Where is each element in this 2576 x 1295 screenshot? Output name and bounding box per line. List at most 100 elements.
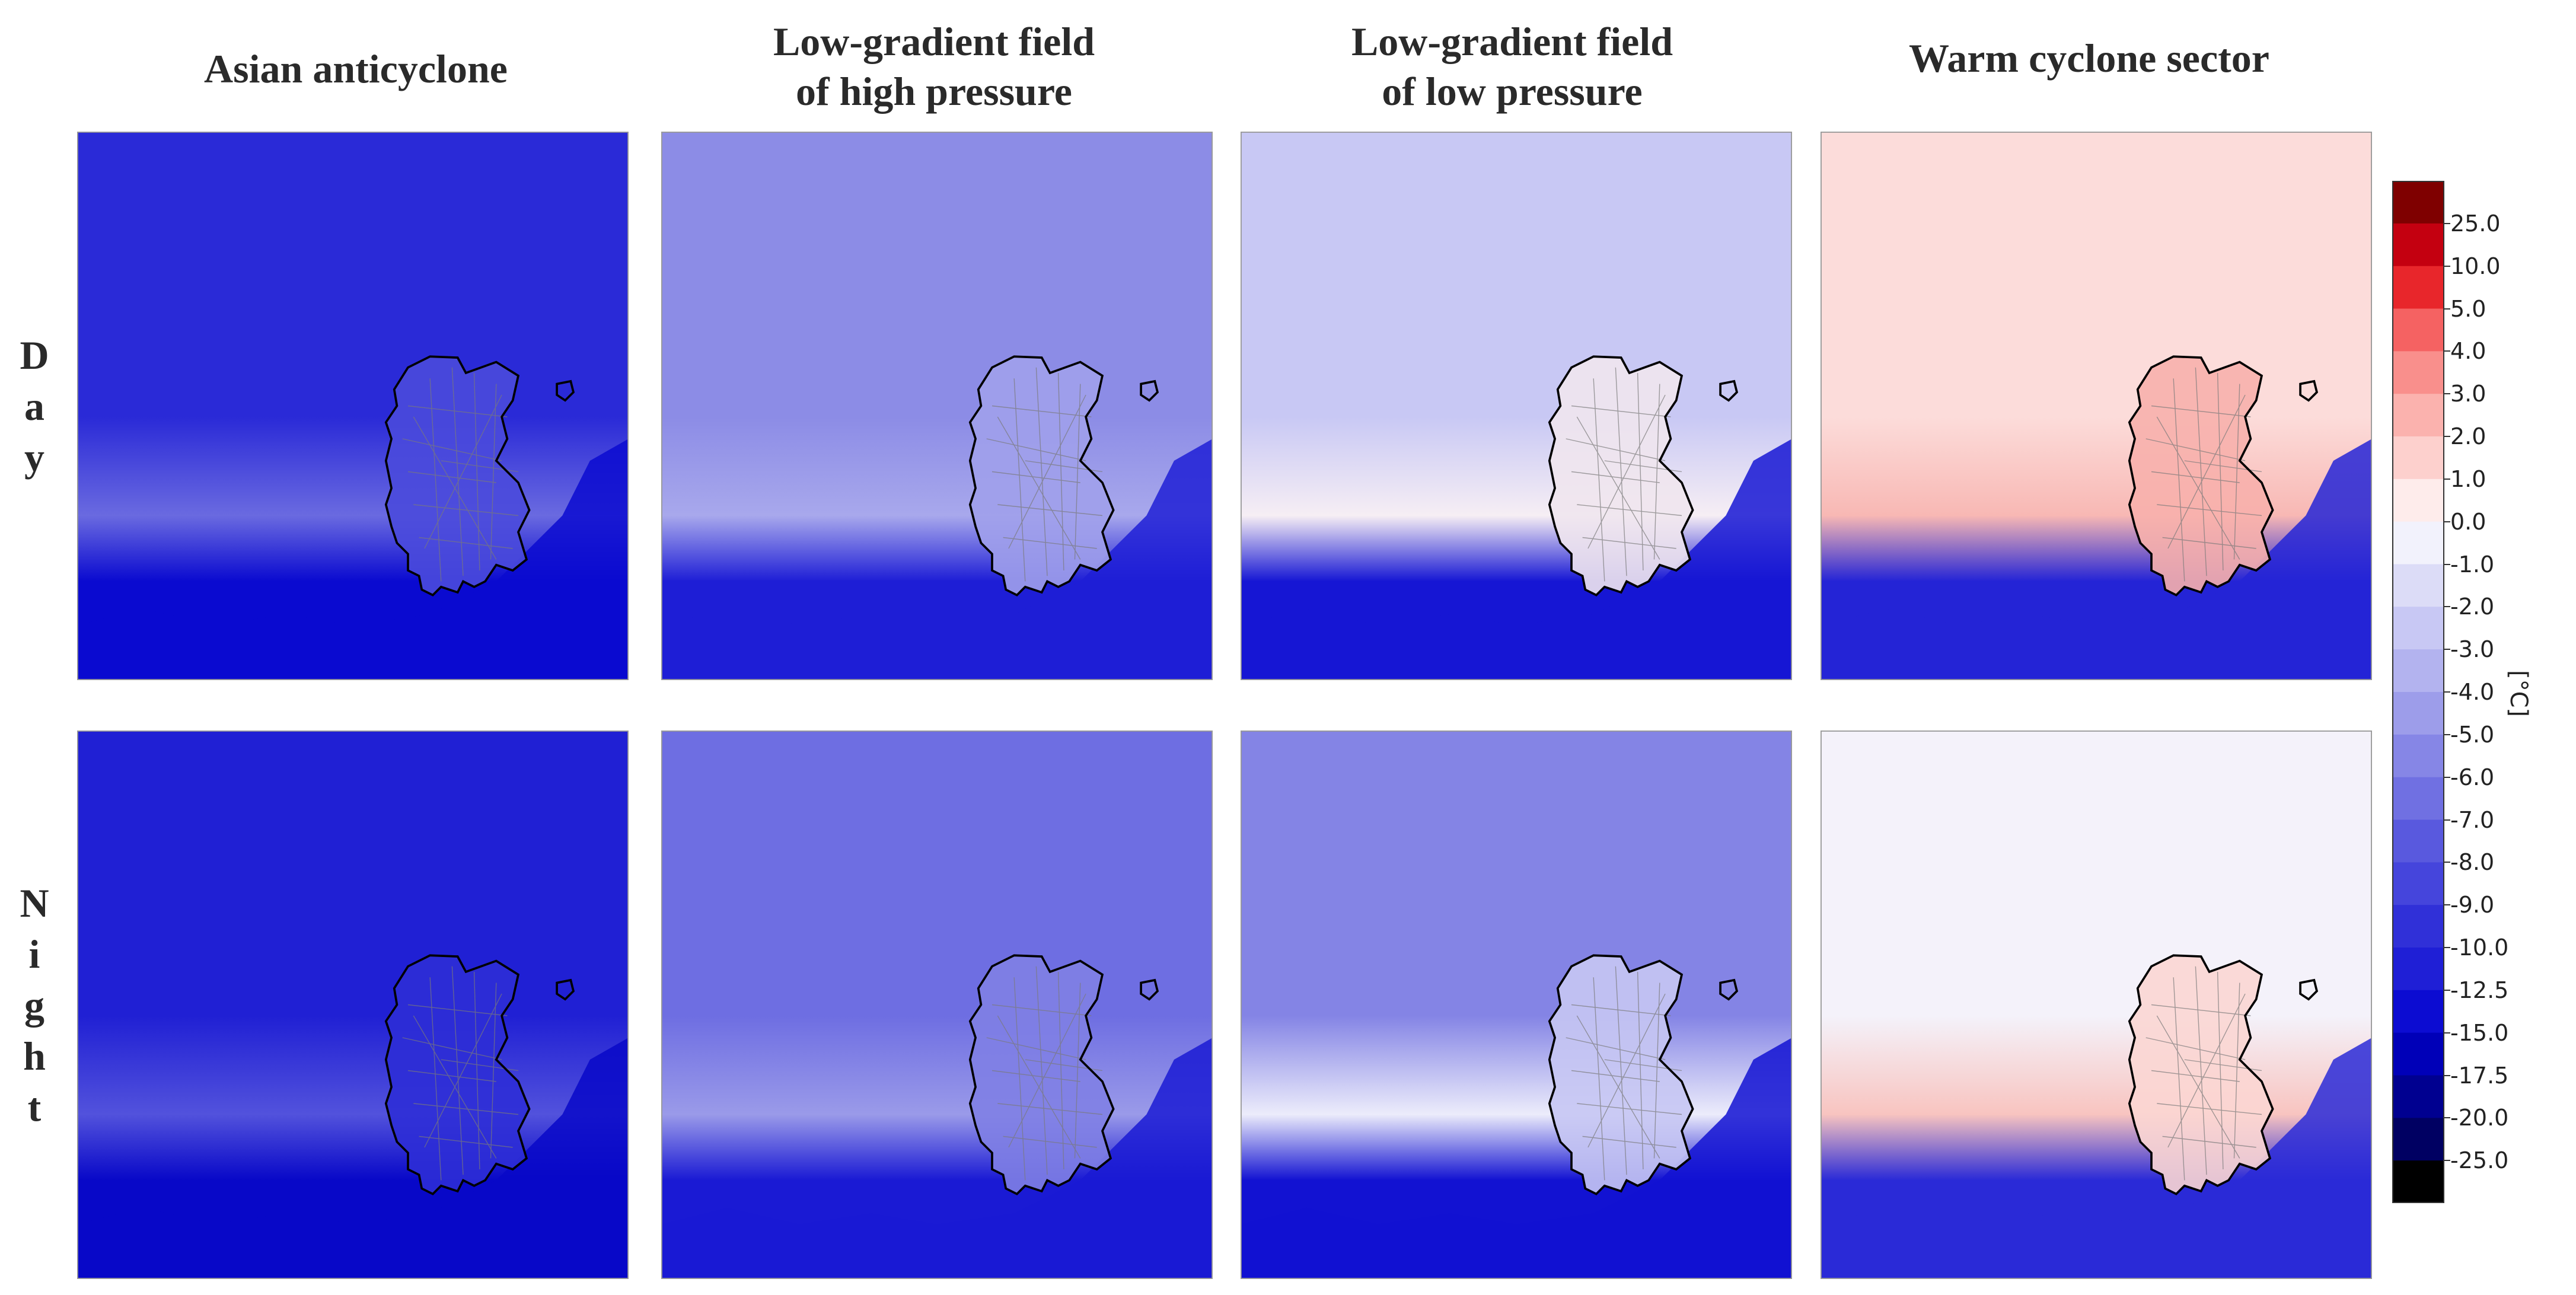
panel-frame [1241, 132, 1792, 680]
island-boundary [2299, 379, 2319, 402]
colorbar-tick-mark [2444, 393, 2450, 395]
panel-frame [77, 731, 629, 1279]
row-label-night-letter: h [23, 1034, 46, 1079]
panel-frame [1241, 731, 1792, 1279]
colorbar-tick-label: 2.0 [2450, 423, 2486, 449]
island-boundary [1719, 379, 1739, 402]
southern-cold-region [1241, 439, 1792, 680]
colorbar-tick-label: -8.0 [2450, 849, 2495, 876]
map-panel [77, 731, 629, 1279]
colorbar-tick-mark [2444, 733, 2450, 735]
colorbar-tick-label: 1.0 [2450, 465, 2486, 492]
colorbar-segment [2392, 777, 2444, 820]
temperature-field-map [1241, 132, 1792, 680]
colorbar-unit-label: [°C] [2505, 670, 2532, 717]
row-label-day-letter: y [24, 435, 44, 480]
colorbar-tick-mark [2444, 776, 2450, 778]
colorbar-tick-label: -15.0 [2450, 1019, 2509, 1046]
island-boundary [2299, 978, 2319, 1001]
row-label-night-letter: i [28, 932, 40, 977]
row-label-day-letter: D [20, 333, 49, 378]
city-boundary [2128, 355, 2274, 597]
row-label-night-letter: N [20, 881, 49, 926]
colorbar-tick-mark [2444, 947, 2450, 948]
colorbar-tick-mark [2444, 521, 2450, 522]
southern-cold-region [77, 439, 629, 680]
city-boundary [1548, 954, 1694, 1195]
colorbar-tick-label: -12.5 [2450, 977, 2509, 1003]
colorbar-tick-label: -17.5 [2450, 1062, 2509, 1089]
row-label-day: D a y [11, 330, 58, 483]
colorbar-segment [2392, 479, 2444, 522]
colorbar-tick-mark [2444, 606, 2450, 608]
row-label-night: N i g h t [11, 878, 58, 1133]
panel-frame [1821, 731, 2372, 1279]
street-network [1566, 966, 1682, 1181]
colorbar-segment [2392, 1032, 2444, 1076]
colorbar-segment [2392, 436, 2444, 480]
southern-cold-region [661, 1038, 1213, 1279]
colorbar-segment [2392, 394, 2444, 437]
colorbar-segment [2392, 1118, 2444, 1161]
colorbar-frame [2392, 181, 2444, 1203]
colorbar-tick-label: -25.0 [2450, 1147, 2509, 1174]
panel-frame [77, 132, 629, 680]
street-network [2145, 966, 2262, 1181]
colorbar-segment [2392, 990, 2444, 1034]
island-boundary [1719, 978, 1739, 1001]
colorbar-tick-label: 4.0 [2450, 338, 2486, 365]
city-boundary [384, 355, 531, 597]
southern-cold-region [661, 439, 1213, 680]
temperature-field-map [661, 731, 1213, 1279]
southern-cold-region [1241, 1038, 1792, 1279]
colorbar-tick-label: -4.0 [2450, 679, 2495, 705]
colorbar-tick-mark [2444, 904, 2450, 906]
city-boundary [968, 355, 1115, 597]
colorbar-tick-label: -5.0 [2450, 721, 2495, 748]
colorbar-segment [2392, 223, 2444, 267]
colorbar-segment [2392, 862, 2444, 905]
map-panel [77, 132, 629, 680]
colorbar-segment [2392, 564, 2444, 607]
colorbar-segment [2392, 521, 2444, 564]
southern-cold-region [1821, 439, 2372, 680]
colorbar-tick-label: -1.0 [2450, 551, 2495, 578]
city-boundary [2128, 954, 2274, 1195]
temperature-field-map [1821, 132, 2372, 680]
colorbar-segment [2392, 1075, 2444, 1118]
colorbar-tick-label: 3.0 [2450, 381, 2486, 407]
colorbar-segment [2392, 649, 2444, 693]
colorbar-segment [2392, 819, 2444, 863]
colorbar-segment [2392, 181, 2444, 224]
colorbar-tick-mark [2444, 563, 2450, 565]
colorbar-tick-label: -20.0 [2450, 1105, 2509, 1131]
colorbar-tick-mark [2444, 649, 2450, 650]
colorbar-segment [2392, 905, 2444, 948]
colorbar-tick-label: -10.0 [2450, 934, 2509, 961]
island-boundary [556, 978, 575, 1001]
map-panel [1241, 132, 1792, 680]
street-network [402, 367, 519, 582]
colorbar-segment [2392, 351, 2444, 394]
island-boundary [1140, 978, 1159, 1001]
colorbar-segment [2392, 266, 2444, 309]
colorbar-tick-label: 5.0 [2450, 295, 2486, 322]
colorbar-segment [2392, 607, 2444, 650]
row-label-night-letter: t [27, 1085, 42, 1130]
colorbar-tick-label: 25.0 [2450, 210, 2501, 237]
city-boundary [384, 954, 531, 1195]
colorbar-tick-mark [2444, 1160, 2450, 1162]
colorbar-tick-mark [2444, 265, 2450, 267]
colorbar-tick-mark [2444, 222, 2450, 224]
southern-cold-region [1821, 1038, 2372, 1279]
colorbar-segment [2392, 1160, 2444, 1203]
column-title-warm-cyclone: Warm cyclone sector [1909, 36, 2269, 81]
map-panel [661, 731, 1213, 1279]
island-boundary [556, 379, 575, 402]
colorbar-tick-mark [2444, 862, 2450, 863]
colorbar-segment [2392, 734, 2444, 778]
row-label-night-letter: g [24, 983, 44, 1028]
colorbar-segment [2392, 308, 2444, 352]
column-title-low-gradient-low: Low-gradient field of low pressure [1351, 19, 1673, 114]
colorbar-tick-mark [2444, 819, 2450, 821]
